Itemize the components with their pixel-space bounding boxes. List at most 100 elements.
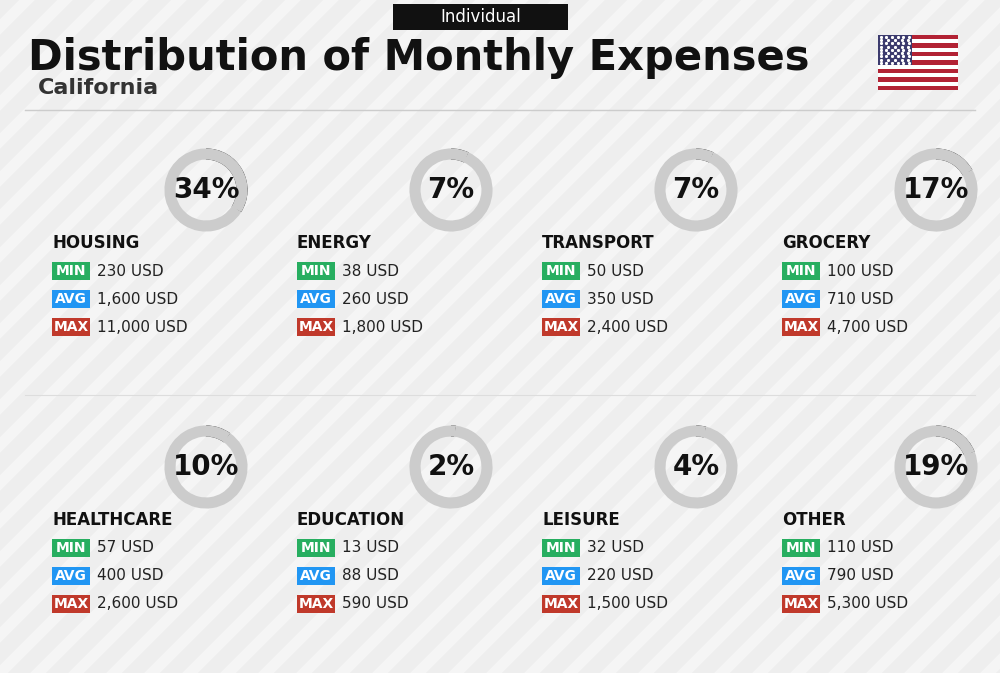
Text: 1,800 USD: 1,800 USD [342, 320, 423, 334]
FancyBboxPatch shape [52, 539, 90, 557]
Text: MIN: MIN [56, 541, 86, 555]
Text: 230 USD: 230 USD [97, 264, 164, 279]
Text: HOUSING: HOUSING [52, 234, 139, 252]
Text: AVG: AVG [785, 292, 817, 306]
Text: 2%: 2% [427, 453, 475, 481]
Text: 260 USD: 260 USD [342, 291, 409, 306]
Text: 7%: 7% [427, 176, 475, 204]
FancyBboxPatch shape [52, 567, 90, 585]
FancyBboxPatch shape [393, 4, 568, 30]
Text: 17%: 17% [903, 176, 969, 204]
Text: MIN: MIN [56, 264, 86, 278]
Text: 100 USD: 100 USD [827, 264, 894, 279]
FancyBboxPatch shape [542, 539, 580, 557]
Text: 1,500 USD: 1,500 USD [587, 596, 668, 612]
Text: 32 USD: 32 USD [587, 540, 644, 555]
Text: MAX: MAX [53, 320, 89, 334]
FancyBboxPatch shape [878, 77, 958, 81]
Text: HEALTHCARE: HEALTHCARE [52, 511, 173, 529]
Text: 710 USD: 710 USD [827, 291, 894, 306]
FancyBboxPatch shape [297, 539, 335, 557]
FancyBboxPatch shape [878, 52, 958, 56]
Text: 88 USD: 88 USD [342, 569, 399, 583]
Text: EDUCATION: EDUCATION [297, 511, 405, 529]
FancyBboxPatch shape [782, 262, 820, 280]
FancyBboxPatch shape [297, 318, 335, 336]
FancyBboxPatch shape [878, 35, 958, 39]
FancyBboxPatch shape [542, 318, 580, 336]
FancyBboxPatch shape [52, 290, 90, 308]
Text: AVG: AVG [55, 569, 87, 583]
Text: MIN: MIN [301, 264, 331, 278]
FancyBboxPatch shape [878, 81, 958, 85]
Text: 57 USD: 57 USD [97, 540, 154, 555]
Text: MAX: MAX [298, 320, 334, 334]
Text: TRANSPORT: TRANSPORT [542, 234, 655, 252]
Text: Distribution of Monthly Expenses: Distribution of Monthly Expenses [28, 37, 810, 79]
Text: AVG: AVG [545, 569, 577, 583]
Text: 590 USD: 590 USD [342, 596, 409, 612]
FancyBboxPatch shape [52, 262, 90, 280]
FancyBboxPatch shape [878, 61, 958, 65]
Text: 4%: 4% [672, 453, 720, 481]
Text: 10%: 10% [173, 453, 239, 481]
Text: AVG: AVG [55, 292, 87, 306]
Text: 13 USD: 13 USD [342, 540, 399, 555]
FancyBboxPatch shape [878, 44, 958, 48]
FancyBboxPatch shape [878, 69, 958, 73]
FancyBboxPatch shape [542, 262, 580, 280]
FancyBboxPatch shape [297, 290, 335, 308]
FancyBboxPatch shape [297, 262, 335, 280]
Text: OTHER: OTHER [782, 511, 846, 529]
Text: AVG: AVG [545, 292, 577, 306]
Text: 400 USD: 400 USD [97, 569, 164, 583]
Text: ENERGY: ENERGY [297, 234, 372, 252]
Text: 34%: 34% [173, 176, 239, 204]
Text: 110 USD: 110 USD [827, 540, 894, 555]
FancyBboxPatch shape [542, 567, 580, 585]
Text: 38 USD: 38 USD [342, 264, 399, 279]
FancyBboxPatch shape [52, 595, 90, 613]
FancyBboxPatch shape [878, 35, 912, 65]
Text: Individual: Individual [440, 8, 521, 26]
Text: GROCERY: GROCERY [782, 234, 870, 252]
Text: MAX: MAX [783, 597, 819, 611]
Text: 350 USD: 350 USD [587, 291, 654, 306]
FancyBboxPatch shape [878, 65, 958, 69]
Text: MAX: MAX [298, 597, 334, 611]
FancyBboxPatch shape [782, 567, 820, 585]
Text: AVG: AVG [300, 292, 332, 306]
Text: 2,400 USD: 2,400 USD [587, 320, 668, 334]
FancyBboxPatch shape [878, 48, 958, 52]
FancyBboxPatch shape [878, 39, 958, 44]
FancyBboxPatch shape [782, 290, 820, 308]
FancyBboxPatch shape [782, 318, 820, 336]
Text: MAX: MAX [53, 597, 89, 611]
Text: MAX: MAX [783, 320, 819, 334]
FancyBboxPatch shape [878, 56, 958, 61]
Text: 2,600 USD: 2,600 USD [97, 596, 178, 612]
Text: 7%: 7% [672, 176, 720, 204]
Text: MIN: MIN [786, 541, 816, 555]
FancyBboxPatch shape [878, 85, 958, 90]
Text: LEISURE: LEISURE [542, 511, 620, 529]
Text: MIN: MIN [546, 541, 576, 555]
FancyBboxPatch shape [878, 73, 958, 77]
FancyBboxPatch shape [542, 595, 580, 613]
Text: MAX: MAX [543, 597, 579, 611]
FancyBboxPatch shape [542, 290, 580, 308]
Text: 4,700 USD: 4,700 USD [827, 320, 908, 334]
FancyBboxPatch shape [52, 318, 90, 336]
FancyBboxPatch shape [782, 539, 820, 557]
Text: 220 USD: 220 USD [587, 569, 654, 583]
Text: MIN: MIN [786, 264, 816, 278]
Text: 1,600 USD: 1,600 USD [97, 291, 178, 306]
Text: MIN: MIN [546, 264, 576, 278]
Text: 19%: 19% [903, 453, 969, 481]
Text: 50 USD: 50 USD [587, 264, 644, 279]
Text: MIN: MIN [301, 541, 331, 555]
Text: AVG: AVG [300, 569, 332, 583]
Text: 5,300 USD: 5,300 USD [827, 596, 908, 612]
Text: MAX: MAX [543, 320, 579, 334]
FancyBboxPatch shape [782, 595, 820, 613]
